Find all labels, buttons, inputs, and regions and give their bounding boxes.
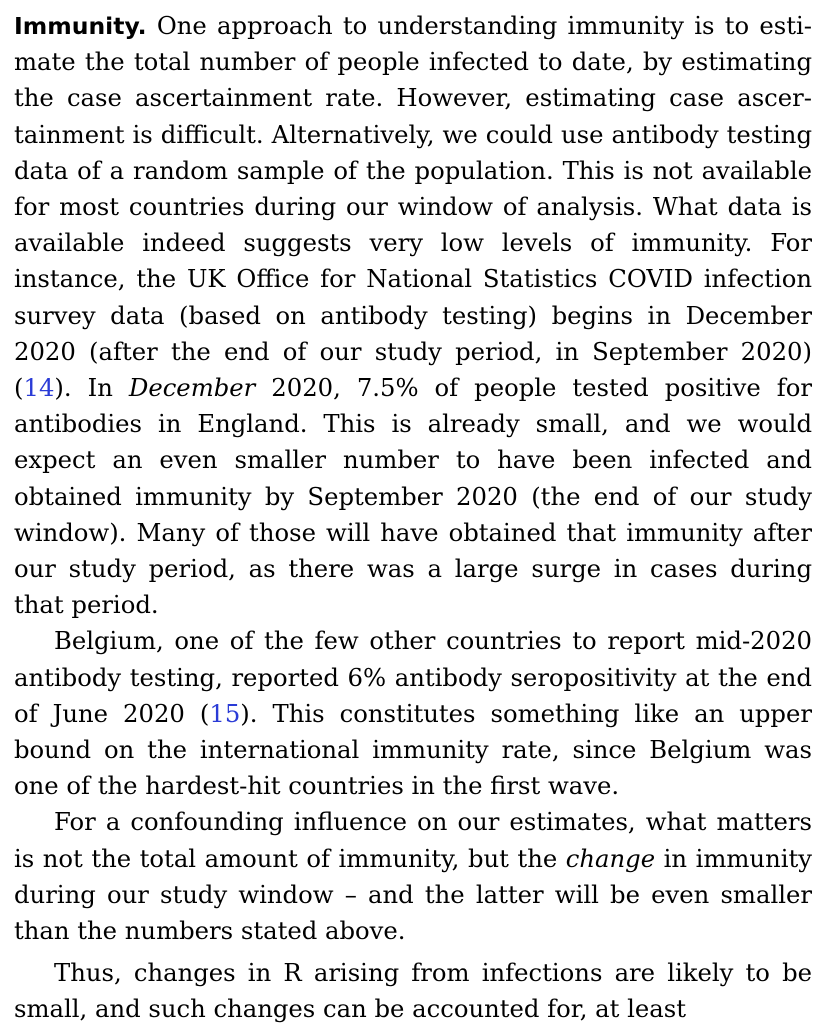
text-segment: 2020, 7.5% of people tested positive for… xyxy=(14,373,812,620)
text-segment: Thus, changes in R arising from infectio… xyxy=(14,958,812,1024)
paragraph-thus: Thus, changes in R arising from infectio… xyxy=(14,955,812,1027)
text-segment: ). This constitutes something like an up… xyxy=(14,698,812,801)
text-segment: in immunity during our study window – an… xyxy=(14,843,812,946)
text-segment: For a confounding influence on our estim… xyxy=(14,807,812,873)
text-segment: One approach to understanding immunity i… xyxy=(14,11,812,403)
citation-link-14[interactable]: 14 xyxy=(23,373,55,403)
paragraph-immunity: Immunity. One approach to understanding … xyxy=(14,8,812,623)
text-segment: Belgium, one of the few other countries … xyxy=(14,626,812,728)
paragraph-belgium: Belgium, one of the few other countries … xyxy=(14,623,812,804)
run-in-heading: Immunity. xyxy=(14,12,147,40)
text-segment: ). In xyxy=(54,373,129,403)
emphasis-text: change xyxy=(565,843,656,873)
emphasis-text: December xyxy=(128,373,256,403)
citation-link-15[interactable]: 15 xyxy=(209,698,241,728)
paragraph-confounding: For a confounding influence on our estim… xyxy=(14,804,812,949)
